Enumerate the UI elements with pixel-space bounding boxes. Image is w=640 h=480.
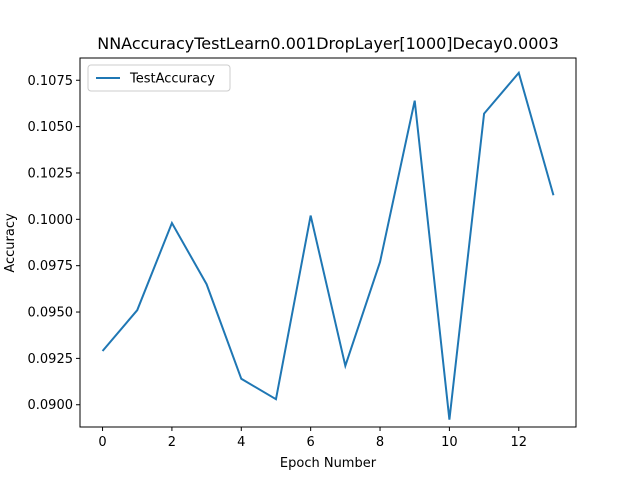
y-tick-label: 0.0975 <box>28 259 74 274</box>
chart-title: NNAccuracyTestLearn0.001DropLayer[1000]D… <box>97 34 559 53</box>
y-tick-label: 0.0950 <box>28 306 74 321</box>
x-tick-label: 4 <box>237 435 245 450</box>
y-tick-label: 0.1075 <box>28 74 74 89</box>
y-tick-label: 0.0925 <box>28 352 74 367</box>
series-line-0 <box>101 70 555 420</box>
y-tick-label: 0.1025 <box>28 166 74 181</box>
x-axis-label: Epoch Number <box>280 456 377 471</box>
x-tick-label: 10 <box>441 435 458 450</box>
x-tick-label: 8 <box>376 435 384 450</box>
y-tick-label: 0.1000 <box>28 213 74 228</box>
y-axis: 0.0900 0.0925 0.0950 0.0975 0.1000 0.1025 0.10… <box>28 74 80 413</box>
x-tick-label: 12 <box>510 435 527 450</box>
y-tick-label: 0.1050 <box>28 120 74 135</box>
plot-area <box>79 57 577 428</box>
x-tick-label: 0 <box>98 435 106 450</box>
legend: TestAccuracy <box>87 64 231 92</box>
y-tick-label: 0.0900 <box>28 398 74 413</box>
legend-box <box>87 64 231 92</box>
plot-frame <box>79 57 577 428</box>
x-tick-label: 2 <box>168 435 176 450</box>
y-axis-label: Accuracy <box>3 213 18 273</box>
x-axis: 0 2 4 6 8 10 12 <box>98 427 527 450</box>
legend-label: TestAccuracy <box>129 72 215 87</box>
x-tick-label: 6 <box>307 435 315 450</box>
